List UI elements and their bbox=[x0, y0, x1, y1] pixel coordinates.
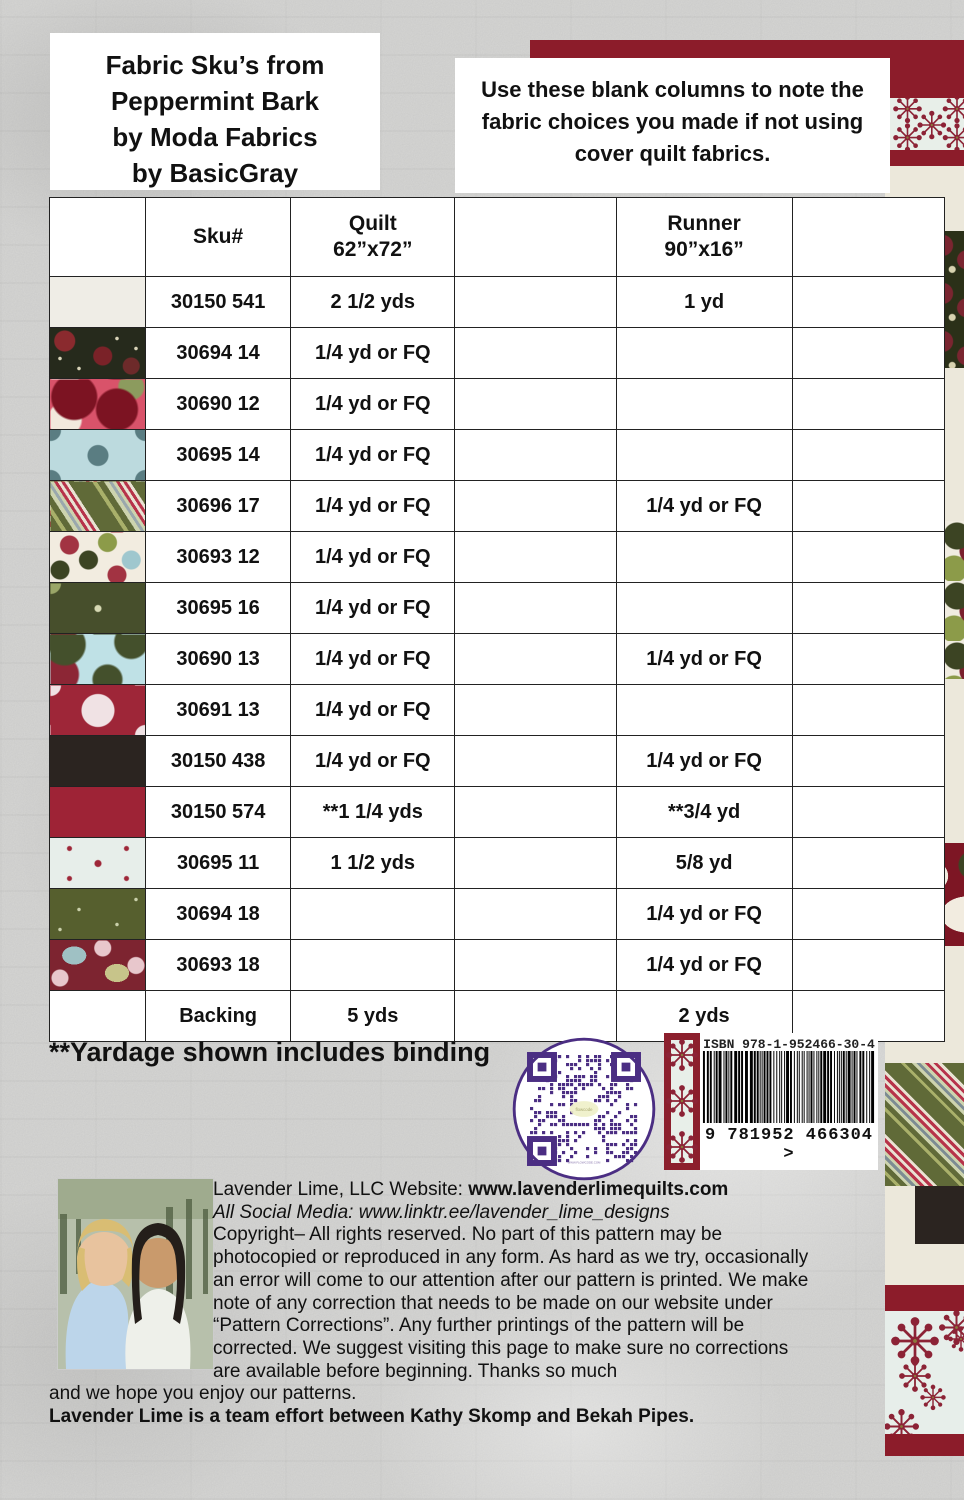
svg-text:flowcode: flowcode bbox=[575, 1107, 593, 1112]
svg-text:WWW.FLOWCODE.COM: WWW.FLOWCODE.COM bbox=[568, 1161, 602, 1165]
